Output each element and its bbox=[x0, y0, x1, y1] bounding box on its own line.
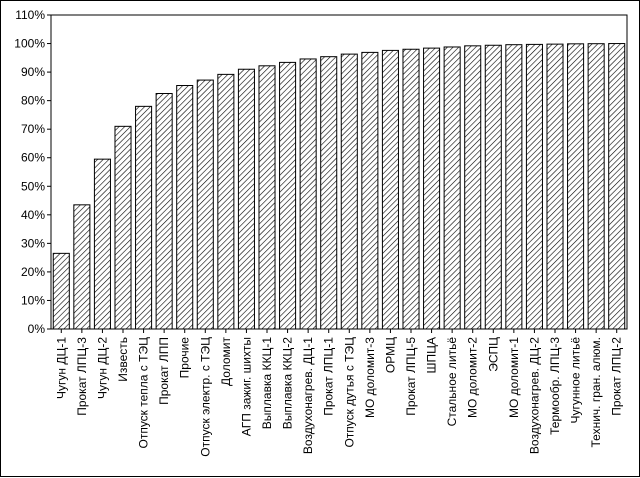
bar bbox=[546, 43, 564, 330]
bar bbox=[567, 43, 585, 330]
y-tick-label: 30% bbox=[21, 236, 45, 250]
y-axis: 0% 10% 20% 30% 40% 50% 60% 70% 80% 90% 100% 110% bbox=[14, 8, 51, 336]
bar bbox=[176, 85, 194, 330]
y-tick-label: 80% bbox=[21, 94, 45, 108]
bar bbox=[361, 51, 379, 330]
x-category-label: Прокат ЛПЦ-5 bbox=[404, 337, 418, 416]
bar bbox=[525, 43, 543, 330]
x-category-label: Чугунное литьё bbox=[569, 337, 583, 424]
bar bbox=[423, 47, 441, 330]
plot-area-border bbox=[50, 14, 628, 330]
x-category-label: Отпуск электр. с ТЭЦ bbox=[198, 337, 212, 457]
x-category-label: ОРМЦ bbox=[383, 337, 397, 373]
x-category-label: Технич. гран. алюм. bbox=[589, 337, 603, 447]
bar bbox=[93, 158, 111, 330]
x-category-label: Выплавка ККЦ-2 bbox=[281, 337, 295, 430]
bars-group bbox=[52, 43, 626, 330]
bar bbox=[505, 44, 523, 330]
x-category-label: Отпуск тепла с ТЭЦ bbox=[137, 337, 151, 449]
x-category-label: ЭСПЦ bbox=[486, 337, 500, 372]
bar bbox=[135, 105, 153, 330]
y-tick-label: 60% bbox=[21, 151, 45, 165]
y-tick-label: 100% bbox=[14, 37, 45, 51]
x-category-label: Прокат ЛПЦ-3 bbox=[75, 337, 89, 416]
bar bbox=[402, 48, 420, 330]
x-category-label: МО доломит-1 bbox=[507, 337, 521, 418]
x-category-label: Чугун ДЦ-1 bbox=[54, 337, 68, 399]
x-axis-labels: Чугун ДЦ-1 Прокат ЛПЦ-3 Чугун ДЦ-2 Известь О… bbox=[54, 329, 624, 457]
x-category-label: Термообр. ЛПЦ-3 bbox=[548, 337, 562, 435]
y-tick-label: 40% bbox=[21, 208, 45, 222]
y-tick-label: 10% bbox=[21, 293, 45, 307]
bar bbox=[237, 68, 255, 330]
x-category-label: ШПЦА bbox=[425, 337, 439, 374]
x-category-label: Воздухонагрев. ДЦ-1 bbox=[301, 337, 315, 454]
x-category-label: Отпуск дутья с ТЭЦ bbox=[342, 337, 356, 448]
bar bbox=[340, 53, 358, 330]
bar bbox=[155, 93, 173, 330]
bar bbox=[217, 73, 235, 330]
y-tick-label: 110% bbox=[15, 8, 45, 22]
bar bbox=[299, 58, 317, 330]
x-category-label: АГП зажиг. шихты bbox=[239, 337, 253, 436]
x-category-label: Прокат ЛПЦ-1 bbox=[322, 337, 336, 416]
bar bbox=[443, 46, 461, 330]
x-category-label: Прочие bbox=[178, 337, 192, 379]
bar bbox=[114, 125, 132, 330]
y-tick-label: 20% bbox=[21, 265, 45, 279]
x-category-label: Прокат ЛПЦ-2 bbox=[610, 337, 624, 416]
y-tick-label: 70% bbox=[21, 122, 45, 136]
x-category-label: МО доломит-2 bbox=[466, 337, 480, 418]
x-category-label: Выплавка ККЦ-1 bbox=[260, 337, 274, 430]
x-category-label: Стальное литьё bbox=[445, 337, 459, 427]
bar bbox=[381, 49, 399, 330]
y-tick-label: 50% bbox=[21, 179, 45, 193]
y-tick-label: 0% bbox=[28, 322, 46, 336]
bar bbox=[258, 65, 276, 330]
bar bbox=[196, 79, 214, 330]
x-category-label: Доломит bbox=[219, 337, 233, 386]
bar bbox=[608, 43, 626, 330]
bar bbox=[279, 61, 297, 330]
bar bbox=[587, 43, 605, 330]
x-category-label: Прокат ЛПП bbox=[157, 337, 171, 405]
bar bbox=[52, 252, 70, 330]
bar bbox=[73, 204, 91, 330]
y-tick-label: 90% bbox=[21, 65, 45, 79]
x-category-label: Известь bbox=[116, 337, 130, 382]
bar bbox=[464, 45, 482, 330]
x-category-label: Чугун ДЦ-2 bbox=[95, 337, 109, 399]
bar bbox=[484, 44, 502, 330]
bar bbox=[320, 56, 338, 330]
x-category-label: МО доломит-3 bbox=[363, 337, 377, 418]
x-category-label: Воздухонагрев. ДЦ-2 bbox=[527, 337, 541, 454]
